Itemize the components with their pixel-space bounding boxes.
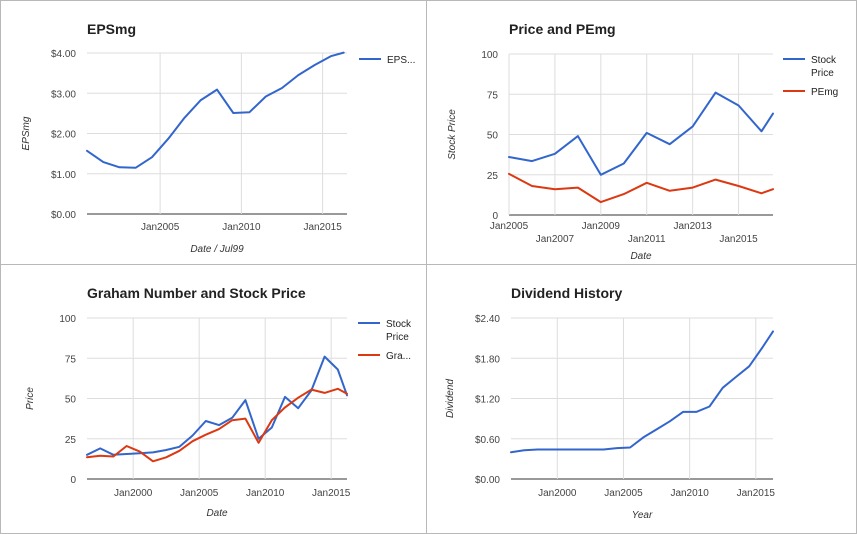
y-tick-label: 50 (487, 131, 499, 142)
y-tick-label: $0.00 (475, 475, 500, 486)
y-axis-title: EPSmg (21, 116, 32, 150)
graham-number-chart-panel: Graham Number and Stock Price 0 25 50 75 100 J… (0, 264, 428, 534)
x-tick-label: Jan2010 (246, 488, 285, 499)
x-tick-label: Jan2010 (670, 488, 709, 499)
series-line-2 (86, 387, 348, 463)
x-tick-label: Jan2005 (604, 488, 643, 499)
chart-title: Dividend History (511, 285, 622, 301)
x-tick-label: Jan2015 (737, 488, 776, 499)
dividend-history-chart: Dividend History $0.00 $0.60 $1.20 $1.80 $2.4… (445, 285, 776, 521)
legend-label: Stock Price (811, 55, 837, 79)
y-axis-title: Price (25, 387, 36, 410)
y-tick-label: 25 (65, 435, 77, 446)
y-tick-label: 0 (70, 475, 76, 486)
x-tick-label: Jan2007 (536, 234, 575, 245)
y-tick-label: 100 (59, 314, 76, 325)
x-tick-label: Jan2010 (222, 222, 261, 233)
x-tick-label: Jan2009 (582, 221, 621, 232)
legend-label: EPS... (387, 55, 415, 66)
y-tick-label: 75 (487, 90, 499, 101)
y-axis-title: Dividend (445, 379, 456, 418)
y-tick-label: 50 (65, 395, 77, 406)
y-tick-label: $3.00 (51, 89, 76, 100)
x-tick-label: Jan2000 (538, 488, 577, 499)
legend-label: Stock Price (386, 319, 412, 343)
y-tick-label: 100 (481, 50, 498, 61)
chart-title: Price and PEmg (509, 21, 616, 37)
price-pemg-chart: Price and PEmg 0 25 50 75 100 Jan2005 Jan2007 Ja… (447, 21, 838, 262)
x-tick-label: Jan2005 (490, 221, 529, 232)
series-line-2 (508, 172, 774, 204)
epsmg-chart-panel: EPSmg $0.00 $1.00 $2.00 $3.00 $4.00 Jan2005 Jan… (0, 0, 428, 266)
x-tick-label: Jan2005 (180, 488, 219, 499)
y-tick-label: 75 (65, 354, 77, 365)
epsmg-chart: EPSmg $0.00 $1.00 $2.00 $3.00 $4.00 Jan2005 Jan… (21, 21, 415, 255)
x-axis-title: Date (206, 508, 228, 519)
y-axis-title: Stock Price (447, 109, 458, 160)
x-tick-label: Jan2000 (114, 488, 153, 499)
series-line-1 (86, 355, 348, 456)
series-line-1 (510, 330, 774, 454)
graham-number-chart: Graham Number and Stock Price 0 25 50 75 100 J… (25, 285, 412, 519)
dividend-history-chart-panel: Dividend History $0.00 $0.60 $1.20 $1.80 $2.4… (426, 264, 857, 534)
x-tick-label: Jan2015 (719, 234, 758, 245)
y-tick-label: $0.00 (51, 210, 76, 221)
y-tick-label: $0.60 (475, 435, 500, 446)
chart-title: Graham Number and Stock Price (87, 285, 306, 301)
x-axis-title: Date (630, 251, 652, 262)
x-tick-label: Jan2015 (312, 488, 351, 499)
x-axis-title: Year (632, 510, 653, 521)
x-tick-label: Jan2011 (628, 234, 666, 245)
x-axis-title: Date / Jul99 (190, 244, 244, 255)
price-pemg-chart-panel: Price and PEmg 0 25 50 75 100 Jan2005 Jan2007 Ja… (426, 0, 857, 266)
series-line-1 (86, 51, 345, 169)
y-tick-label: $1.80 (475, 354, 500, 365)
y-tick-label: 0 (492, 211, 498, 222)
y-tick-label: $4.00 (51, 49, 76, 60)
x-tick-label: Jan2013 (673, 221, 712, 232)
legend-label: PEmg (811, 87, 838, 98)
y-tick-label: $1.20 (475, 395, 500, 406)
x-tick-label: Jan2005 (141, 222, 180, 233)
chart-title: EPSmg (87, 21, 136, 37)
legend-label: Gra... (386, 351, 411, 362)
y-tick-label: $2.40 (475, 314, 500, 325)
y-tick-label: 25 (487, 171, 499, 182)
y-tick-label: $1.00 (51, 170, 76, 181)
y-tick-label: $2.00 (51, 130, 76, 141)
x-tick-label: Jan2015 (303, 222, 342, 233)
series-line-1 (508, 91, 774, 176)
